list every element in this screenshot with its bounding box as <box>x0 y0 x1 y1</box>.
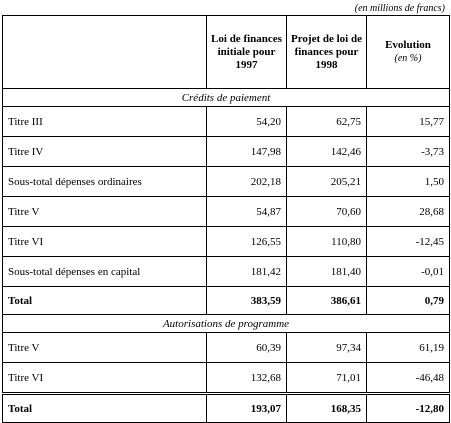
cell-1998: 142,46 <box>286 136 367 167</box>
table-row: Titre VI 132,68 71,01 -46,48 <box>2 362 450 394</box>
section-title-credits: Crédits de paiement <box>2 88 450 107</box>
cell-1998: 71,01 <box>286 362 367 394</box>
header-row: Loi de finances initiale pour 1997 Proje… <box>2 15 450 89</box>
row-label: Sous-total dépenses en capital <box>2 256 207 287</box>
section-title-row: Autorisations de programme <box>2 314 450 333</box>
cell-1998: 110,80 <box>286 226 367 257</box>
cell-1998: 62,75 <box>286 106 367 137</box>
total-1998: 386,61 <box>286 286 367 315</box>
total-label: Total <box>2 286 207 315</box>
cell-1997: 54,87 <box>206 196 287 227</box>
header-evolution-label: Evolution <box>385 39 431 51</box>
cell-1997: 202,18 <box>206 166 287 197</box>
row-label: Titre V <box>2 332 207 363</box>
cell-1998: 97,34 <box>286 332 367 363</box>
cell-evolution: -3,73 <box>366 136 450 167</box>
cell-1998: 70,60 <box>286 196 367 227</box>
cell-1997: 181,42 <box>206 256 287 287</box>
header-1998: Projet de loi de finances pour 1998 <box>286 15 367 89</box>
cell-evolution: -46,48 <box>366 362 450 394</box>
budget-table: Loi de finances initiale pour 1997 Proje… <box>2 15 450 423</box>
total-evolution: -12,80 <box>366 392 450 423</box>
cell-evolution: 15,77 <box>366 106 450 137</box>
cell-1997: 54,20 <box>206 106 287 137</box>
header-evolution: Evolution (en %) <box>366 15 450 89</box>
table-row: Titre VI 126,55 110,80 -12,45 <box>2 226 450 257</box>
row-label: Titre V <box>2 196 207 227</box>
section-title-row: Crédits de paiement <box>2 88 450 107</box>
row-label: Titre VI <box>2 362 207 394</box>
cell-1997: 126,55 <box>206 226 287 257</box>
table-row: Titre IV 147,98 142,46 -3,73 <box>2 136 450 167</box>
cell-evolution: 28,68 <box>366 196 450 227</box>
cell-1998: 205,21 <box>286 166 367 197</box>
total-1997: 193,07 <box>206 392 287 423</box>
total-label: Total <box>2 392 207 423</box>
total-row: Total 383,59 386,61 0,79 <box>2 286 450 315</box>
header-empty-cell <box>2 15 207 89</box>
cell-1997: 60,39 <box>206 332 287 363</box>
total-1998: 168,35 <box>286 392 367 423</box>
total-1997: 383,59 <box>206 286 287 315</box>
cell-1997: 132,68 <box>206 362 287 394</box>
unit-note: (en millions de francs) <box>354 3 445 14</box>
header-1997: Loi de finances initiale pour 1997 <box>206 15 287 89</box>
table-row: Sous-total dépenses en capital 181,42 18… <box>2 256 450 287</box>
cell-1998: 181,40 <box>286 256 367 287</box>
cell-evolution: -12,45 <box>366 226 450 257</box>
row-label: Titre VI <box>2 226 207 257</box>
cell-evolution: 1,50 <box>366 166 450 197</box>
header-evolution-unit: (en %) <box>394 53 422 64</box>
section-title-autorisations: Autorisations de programme <box>2 314 450 333</box>
table-row: Titre V 60,39 97,34 61,19 <box>2 332 450 363</box>
cell-evolution: 61,19 <box>366 332 450 363</box>
table-row: Titre V 54,87 70,60 28,68 <box>2 196 450 227</box>
row-label: Titre III <box>2 106 207 137</box>
table-row: Titre III 54,20 62,75 15,77 <box>2 106 450 137</box>
cell-evolution: -0,01 <box>366 256 450 287</box>
row-label: Titre IV <box>2 136 207 167</box>
cell-1997: 147,98 <box>206 136 287 167</box>
table-row: Sous-total dépenses ordinaires 202,18 20… <box>2 166 450 197</box>
total-row: Total 193,07 168,35 -12,80 <box>2 392 450 423</box>
total-evolution: 0,79 <box>366 286 450 315</box>
row-label: Sous-total dépenses ordinaires <box>2 166 207 197</box>
